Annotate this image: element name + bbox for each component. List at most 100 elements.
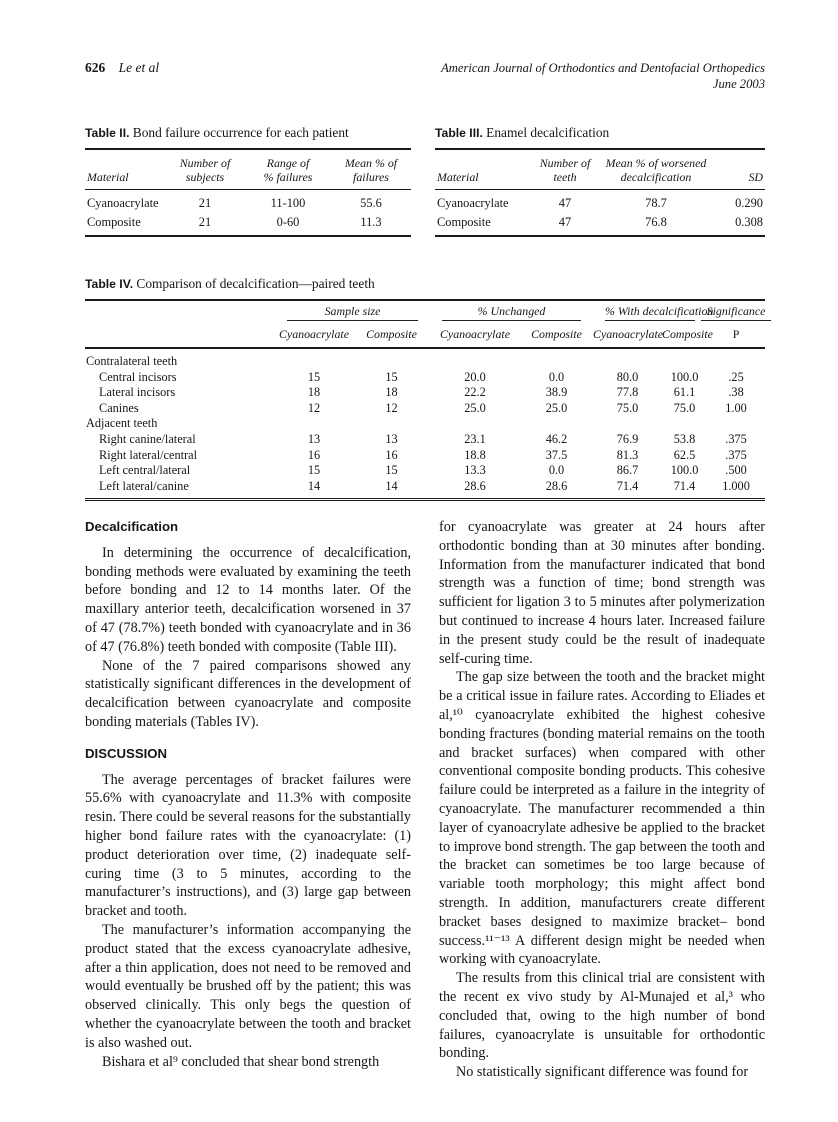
paragraph: In determining the occurrence of decalci…	[85, 544, 411, 655]
table-cell: 28.6	[464, 478, 486, 493]
table-row: Left central/lateral 15 15 13.3 0.0 86.7…	[85, 463, 765, 479]
paragraph: for cyanoacrylate was greater at 24 hour…	[439, 519, 765, 667]
paragraph: None of the 7 paired comparisons showed …	[85, 657, 411, 730]
table-cell: 15	[385, 369, 398, 384]
table-cell: 25.0	[545, 400, 568, 415]
table-subheader-row: Cyanoacrylate Composite Cyanoacrylate Co…	[85, 324, 766, 349]
table-header-row: Material Number of subjects Range of % f…	[85, 149, 411, 190]
paragraph: No statistically significant difference …	[456, 1064, 749, 1081]
table-cell: 0-60	[276, 214, 300, 229]
table-iii-label: Table III.	[435, 126, 483, 140]
section-heading-discussion: DISCUSSION	[85, 745, 168, 761]
table-iv-label: Table IV.	[85, 277, 134, 291]
table-cell: 0.0	[548, 463, 565, 478]
row-label: Left lateral/canine	[99, 478, 189, 493]
table-cell: .375	[725, 431, 747, 446]
table-cell: 80.0	[616, 369, 639, 384]
table-header-row: Material Number of teeth Mean % of worse…	[435, 149, 765, 190]
table-ii-caption: Bond failure occurrence for each patient	[132, 125, 349, 140]
table-cell: 1.000	[722, 478, 750, 493]
section-heading-decalcification: Decalcification	[85, 519, 179, 534]
table-ii-label: Table II.	[85, 126, 130, 140]
column-header: P	[707, 324, 766, 349]
table-group-header-row: Sample size % Unchanged % With decalcifi…	[85, 300, 772, 324]
row-label: Right canine/lateral	[99, 431, 196, 446]
right-column: for cyanoacrylate was greater at 24 hour…	[439, 518, 765, 1082]
group-header: Significance	[701, 300, 772, 324]
group-header: Sample size	[275, 300, 430, 324]
stub-cell	[85, 324, 275, 349]
row-label: Right lateral/central	[99, 447, 197, 462]
running-header-right: American Journal of Orthodontics and Den…	[441, 60, 765, 92]
table-cell: 53.8	[673, 431, 696, 446]
table-cell: .500	[725, 463, 747, 478]
table-row: Right lateral/central 16 16 18.8 37.5 81…	[85, 447, 765, 463]
table-cell: 15	[385, 463, 398, 478]
paragraph: Bishara et al⁹ concluded that shear bond…	[102, 1053, 380, 1070]
table-cell: 11.3	[360, 214, 382, 229]
table-section-row: Contralateral teeth	[85, 348, 765, 369]
table-cell: 37.5	[545, 447, 568, 462]
table-cell: 77.8	[616, 385, 639, 400]
table-row: Left lateral/canine 14 14 28.6 28.6 71.4…	[85, 478, 765, 500]
table-cell: 38.9	[545, 385, 568, 400]
column-header: Composite	[662, 324, 713, 349]
table-cell: 86.7	[616, 463, 639, 478]
table-cell: Cyanoacrylate	[87, 196, 159, 210]
table-row: Cyanoacrylate 21 11-100 55.6	[85, 190, 411, 213]
column-header: Cyanoacrylate	[430, 324, 521, 349]
table-cell: 22.2	[464, 385, 486, 400]
table-ii: Material Number of subjects Range of % f…	[85, 148, 411, 237]
section-label: Contralateral teeth	[86, 354, 178, 368]
table-cell: 28.6	[545, 478, 568, 493]
table-iv: Sample size % Unchanged % With decalcifi…	[85, 299, 772, 502]
row-label: Central incisors	[99, 369, 177, 384]
table-cell: 14	[307, 478, 321, 493]
issue-date: June 2003	[712, 77, 765, 91]
table-cell: 16	[385, 447, 398, 462]
row-label: Canines	[99, 400, 139, 415]
table-iii: Material Number of teeth Mean % of worse…	[435, 148, 765, 237]
table-cell: 55.6	[360, 196, 382, 210]
table-cell: 13.3	[464, 463, 486, 478]
table-row: Composite 47 76.8 0.308	[435, 212, 765, 236]
table-cell: 25.0	[464, 400, 486, 415]
table-cell: 15	[307, 463, 321, 478]
column-header: Cyanoacrylate	[593, 324, 663, 349]
table-cell: 75.0	[673, 400, 696, 415]
table-row: Right canine/lateral 13 13 23.1 46.2 76.…	[85, 431, 765, 447]
table-cell: 18	[385, 385, 398, 400]
paragraph: The manufacturer’s information accompany…	[85, 921, 411, 1051]
column-header: Number of subjects	[165, 149, 245, 190]
table-row: Cyanoacrylate 47 78.7 0.290	[435, 190, 765, 213]
table-cell: 21	[198, 196, 212, 210]
table-cell: 18	[307, 385, 321, 400]
table-cell: 13	[385, 431, 398, 446]
table-iv-block: Table IV. Comparison of decalcification—…	[85, 276, 772, 502]
table-row: Lateral incisors 18 18 22.2 38.9 77.8 61…	[85, 385, 765, 401]
table-iii-title: Table III. Enamel decalcification	[435, 125, 765, 141]
table-cell: Composite	[437, 214, 491, 229]
table-row: Composite 21 0-60 11.3	[85, 212, 411, 236]
table-cell: Composite	[87, 214, 141, 229]
table-cell: Cyanoacrylate	[437, 196, 509, 210]
table-cell: 46.2	[545, 431, 568, 446]
table-iv-title: Table IV. Comparison of decalcification—…	[85, 276, 765, 292]
table-cell: 13	[307, 431, 321, 446]
column-header: SD	[712, 149, 765, 190]
group-header: % Unchanged	[430, 300, 593, 324]
table-cell: 76.9	[616, 431, 639, 446]
table-cell: 0.0	[548, 369, 565, 384]
table-iii-caption: Enamel decalcification	[486, 125, 610, 140]
table-cell: 23.1	[464, 431, 486, 446]
row-label: Lateral incisors	[99, 385, 176, 400]
top-tables-row: Table II. Bond failure occurrence for ea…	[85, 125, 765, 237]
table-cell: 47	[558, 196, 572, 210]
table-cell: .25	[728, 369, 744, 384]
paragraph: The average percentages of bracket failu…	[85, 771, 411, 920]
group-header: % With decalcification	[593, 300, 713, 324]
table-cell: 75.0	[616, 400, 639, 415]
table-cell: .38	[728, 385, 744, 400]
column-header: Number of teeth	[530, 149, 600, 190]
